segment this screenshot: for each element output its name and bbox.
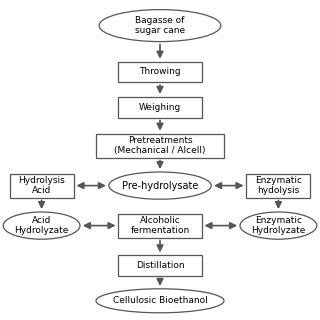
Ellipse shape: [99, 10, 221, 42]
FancyBboxPatch shape: [118, 255, 202, 276]
Ellipse shape: [3, 212, 80, 239]
FancyBboxPatch shape: [246, 173, 310, 197]
Ellipse shape: [240, 212, 317, 239]
Text: Distillation: Distillation: [136, 261, 184, 270]
Text: Throwing: Throwing: [139, 68, 181, 76]
FancyBboxPatch shape: [118, 97, 202, 117]
Text: Cellulosic Bioethanol: Cellulosic Bioethanol: [113, 296, 207, 305]
Text: Enzymatic
hydolysis: Enzymatic hydolysis: [255, 176, 302, 195]
Text: Acid
Hydrolyzate: Acid Hydrolyzate: [14, 216, 69, 235]
Text: Hydrolysis
Acid: Hydrolysis Acid: [18, 176, 65, 195]
Text: Pre-hydrolysate: Pre-hydrolysate: [122, 180, 198, 191]
FancyBboxPatch shape: [118, 214, 202, 237]
Text: Enzymatic
Hydrolyzate: Enzymatic Hydrolyzate: [251, 216, 306, 235]
FancyBboxPatch shape: [96, 134, 224, 157]
Ellipse shape: [96, 289, 224, 313]
Ellipse shape: [109, 172, 211, 199]
Text: Weighing: Weighing: [139, 103, 181, 112]
Text: Alcoholic
fermentation: Alcoholic fermentation: [130, 216, 190, 235]
FancyBboxPatch shape: [118, 61, 202, 82]
FancyBboxPatch shape: [10, 173, 74, 197]
Text: Pretreatments
(Mechanical / Alcell): Pretreatments (Mechanical / Alcell): [114, 136, 206, 155]
Text: Bagasse of
sugar cane: Bagasse of sugar cane: [135, 16, 185, 35]
